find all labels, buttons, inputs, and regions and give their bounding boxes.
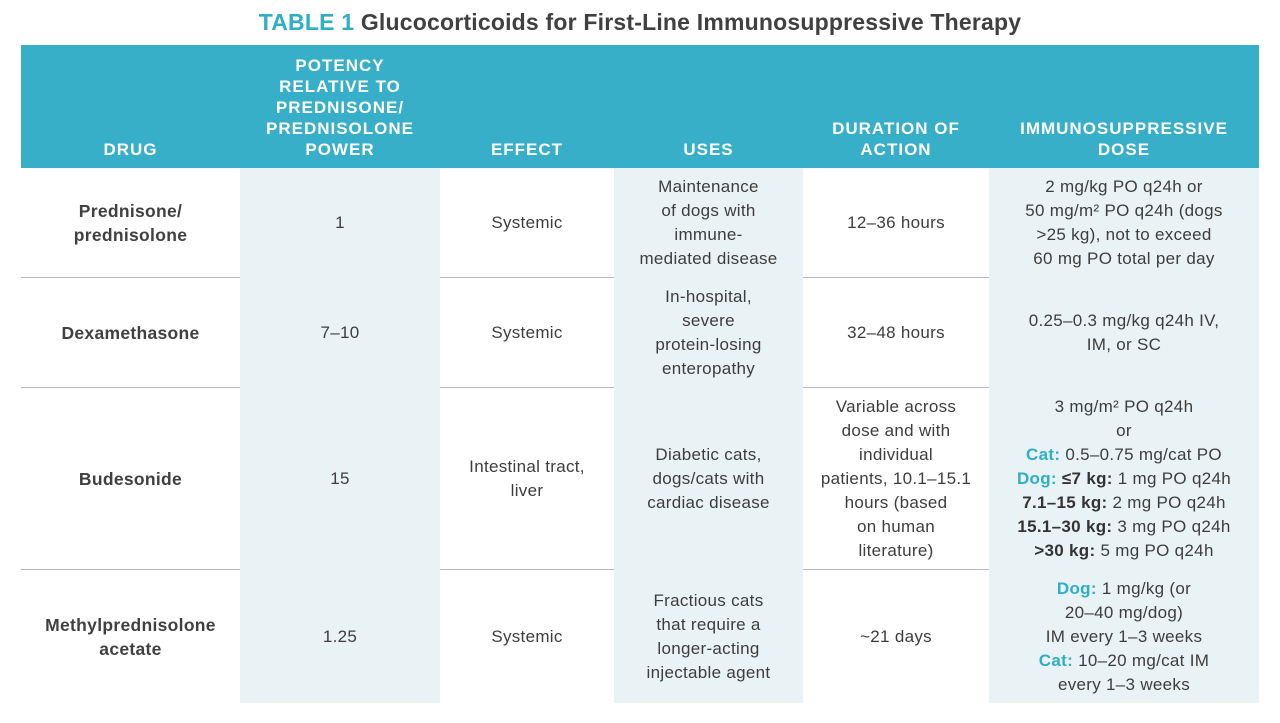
dose-line: 60 mg PO total per day <box>1033 247 1214 271</box>
row-1-effect: Systemic <box>440 168 614 278</box>
dose-text: 5 mg PO q24h <box>1095 541 1214 560</box>
header-drug: DRUG <box>21 45 240 168</box>
row-4-duration: ~21 days <box>860 626 932 646</box>
row-3-potency: 15 <box>240 388 440 570</box>
row-4-uses: Fractious cats that require a longer-act… <box>614 570 803 703</box>
dose-line: every 1–3 weeks <box>1058 673 1190 697</box>
dose-prefix: >30 kg: <box>1034 541 1096 560</box>
dose-prefix: Cat: <box>1026 445 1061 464</box>
dose-text: 0.25–0.3 mg/kg q24h IV, <box>1028 311 1220 330</box>
header-uses: USES <box>614 45 803 168</box>
dose-prefix: 15.1–30 kg: <box>1017 517 1113 536</box>
row-2-dose: 0.25–0.3 mg/kg q24h IV, IM, or SC <box>989 278 1259 388</box>
row-3-effect: Intestinal tract, liver <box>440 388 614 570</box>
row-3-drug: Budesonide <box>21 388 240 570</box>
row-1-drug: Prednisone/ prednisolone <box>21 168 240 278</box>
row-4-dose: Dog: 1 mg/kg (or 20–40 mg/dog) IM every 1–… <box>989 570 1259 703</box>
row-2-potency: 7–10 <box>240 278 440 388</box>
dose-text: IM, or SC <box>1086 335 1162 354</box>
dose-text: or <box>1116 421 1132 440</box>
row-3-uses: Diabetic cats, dogs/cats with cardiac di… <box>614 388 803 570</box>
dose-line: 3 mg/m² PO q24h <box>1055 395 1194 419</box>
dose-text: 1 mg/kg (or <box>1096 578 1192 598</box>
dose-line: 0.25–0.3 mg/kg q24h IV, <box>1029 309 1220 333</box>
dose-text: IM every 1–3 weeks <box>1045 626 1203 646</box>
glucocorticoid-table: DRUG POTENCY RELATIVE TO PREDNISONE/ PRE… <box>21 45 1259 703</box>
dose-text: >25 kg), not to exceed <box>1036 225 1212 244</box>
dose-line: 2 mg/kg PO q24h or <box>1045 175 1203 199</box>
table-title: TABLE 1 Glucocorticoids for First-Line I… <box>0 9 1280 36</box>
dose-prefix: Dog: <box>1056 578 1097 598</box>
dose-text: 2 mg/kg PO q24h or <box>1045 177 1203 196</box>
dose-text: 60 mg PO total per day <box>1033 249 1215 268</box>
header-potency: POTENCY RELATIVE TO PREDNISONE/ PREDNISO… <box>240 45 440 168</box>
header-dose: IMMUNOSUPPRESSIVE DOSE <box>989 45 1259 168</box>
dose-text: 10–20 mg/cat IM <box>1073 650 1210 670</box>
row-3-duration: Variable across dose and with individual… <box>803 388 989 570</box>
dose-line: >30 kg: 5 mg PO q24h <box>1034 539 1213 563</box>
table-label: TABLE 1 <box>258 9 355 35</box>
dose-text: 50 mg/m² PO q24h (dogs <box>1025 201 1223 220</box>
header-duration: DURATION OF ACTION <box>803 45 989 168</box>
dose-line: Cat: 10–20 mg/cat IM <box>1039 649 1209 673</box>
dose-line: Cat: 0.5–0.75 mg/cat PO <box>1026 443 1222 467</box>
dose-text: 2 mg PO q24h <box>1107 493 1226 512</box>
row-4-effect: Systemic <box>491 626 563 646</box>
header-effect: EFFECT <box>440 45 614 168</box>
row-1-dose: 2 mg/kg PO q24h or 50 mg/m² PO q24h (dogs… <box>989 168 1259 278</box>
row-2-effect: Systemic <box>440 278 614 388</box>
dose-prefix: Cat: <box>1038 650 1074 670</box>
row-2-uses: In-hospital, severe protein-losing enter… <box>614 278 803 388</box>
row-1-uses: Maintenance of dogs with immune- mediate… <box>614 168 803 278</box>
row-3-dose: 3 mg/m² PO q24h or Cat: 0.5–0.75 mg/cat PO… <box>989 388 1259 570</box>
dose-line: IM every 1–3 weeks <box>1046 625 1203 649</box>
dose-text: every 1–3 weeks <box>1057 674 1191 694</box>
dose-text: 3 mg PO q24h <box>1112 517 1231 536</box>
dose-text: 3 mg/m² PO q24h <box>1054 397 1194 416</box>
row-4-drug: Methylprednisolone acetate <box>45 614 216 659</box>
row-1-potency: 1 <box>240 168 440 278</box>
row-2-drug: Dexamethasone <box>21 278 240 388</box>
dose-text: 20–40 mg/dog) <box>1064 602 1184 622</box>
dose-text: 1 mg PO q24h <box>1112 469 1231 488</box>
dose-line: 50 mg/m² PO q24h (dogs <box>1025 199 1222 223</box>
dose-line: 7.1–15 kg: 2 mg PO q24h <box>1022 491 1225 515</box>
dose-line: IM, or SC <box>1087 333 1162 357</box>
dose-text: 0.5–0.75 mg/cat PO <box>1060 445 1222 464</box>
row-1-duration: 12–36 hours <box>803 168 989 278</box>
row-2-duration: 32–48 hours <box>803 278 989 388</box>
row-4-potency: 1.25 <box>240 570 440 703</box>
dose-line: >25 kg), not to exceed <box>1036 223 1211 247</box>
dose-weight: ≤7 kg: <box>1056 469 1113 488</box>
dose-line: Dog: ≤7 kg: 1 mg PO q24h <box>1017 467 1231 491</box>
table-caption: Glucocorticoids for First-Line Immunosup… <box>360 9 1022 35</box>
dose-line: 20–40 mg/dog) <box>1065 601 1183 625</box>
dose-line: or <box>1116 419 1132 443</box>
dose-prefix: Dog: <box>1016 469 1057 488</box>
dose-line: Dog: 1 mg/kg (or <box>1057 577 1191 601</box>
dose-prefix: 7.1–15 kg: <box>1022 493 1108 512</box>
dose-line: 15.1–30 kg: 3 mg PO q24h <box>1017 515 1230 539</box>
